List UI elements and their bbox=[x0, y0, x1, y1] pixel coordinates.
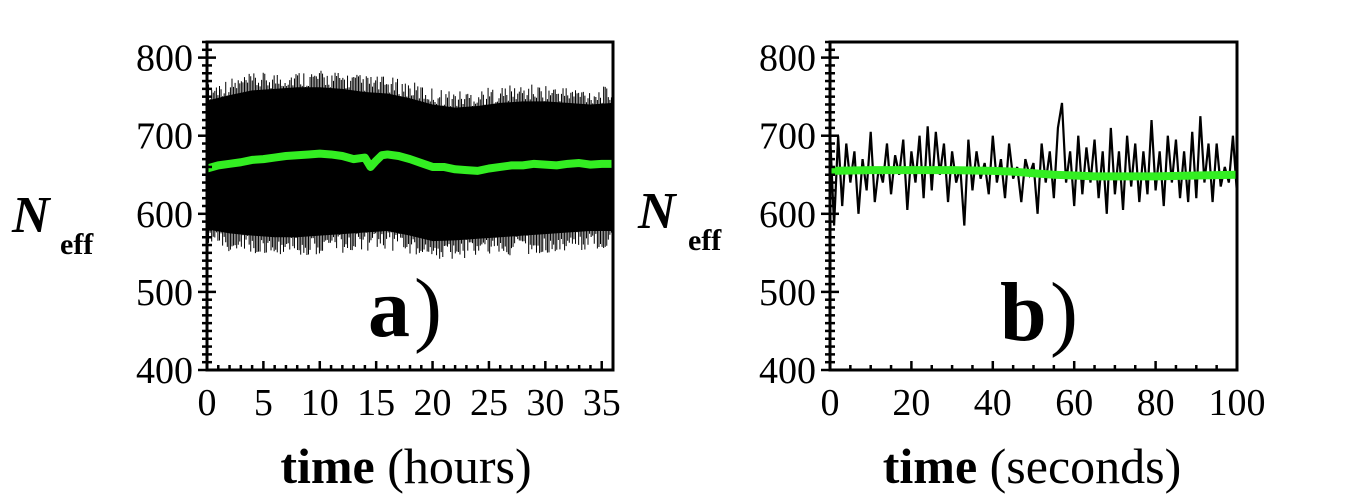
panel-a-smoothed-series bbox=[207, 149, 613, 175]
panel-b-y-axis-title-subscript: eff bbox=[688, 224, 722, 257]
panel-a-x-tick-label: 35 bbox=[583, 382, 621, 424]
panel-b-y-tick-label: 500 bbox=[759, 272, 816, 314]
panel-a-y-tick-label: 600 bbox=[136, 194, 193, 236]
panel-a-x-axis-title-bold: time bbox=[280, 438, 374, 494]
panel-b-y-tick-label: 800 bbox=[759, 38, 816, 80]
panel-b-x-axis-title-bold: time bbox=[883, 438, 977, 494]
panel-a-x-tick-label: 25 bbox=[470, 382, 508, 424]
panel-a-x-axis-title: time (hours) bbox=[280, 438, 531, 494]
panel-b-x-tick-label: 80 bbox=[1137, 382, 1175, 424]
panel-b-axes: 0 20 40 60 80 100 400 500 600 700 800 bbox=[759, 38, 1266, 424]
panel-a-x-tick-label: 15 bbox=[357, 382, 395, 424]
panel-a-x-tick-label: 10 bbox=[301, 382, 339, 424]
panel-a-label-paren: ) bbox=[414, 262, 442, 355]
panel-a-x-tick-label: 5 bbox=[254, 382, 273, 424]
panel-b-x-tick-label: 100 bbox=[1209, 382, 1266, 424]
panel-a-y-tick-label: 500 bbox=[136, 272, 193, 314]
panel-b-plot-area bbox=[830, 102, 1237, 226]
panel-a-raw-band bbox=[207, 87, 613, 242]
panel-b-x-tick-label: 60 bbox=[1055, 382, 1093, 424]
panel-a-x-axis-title-unit: (hours) bbox=[375, 438, 532, 494]
panel-a-y-axis-title-subscript: eff bbox=[60, 228, 94, 261]
panel-a-y-tick-label: 400 bbox=[136, 350, 193, 392]
panel-b-x-tick-label: 0 bbox=[821, 382, 840, 424]
panel-a-axes: 0 5 10 15 20 25 30 35 400 500 600 700 800 bbox=[136, 38, 621, 424]
panel-b-series-group bbox=[830, 102, 1237, 226]
panel-a-y-tick-label: 700 bbox=[136, 116, 193, 158]
panel-b-y-axis-title: N bbox=[637, 183, 678, 240]
panel-a-x-tick-label: 0 bbox=[198, 382, 217, 424]
panel-a-label: a bbox=[368, 262, 410, 355]
panel-a-x-tick-label: 30 bbox=[526, 382, 564, 424]
panel-a-x-tick-label: 20 bbox=[414, 382, 452, 424]
panel-b-x-tick-label: 20 bbox=[892, 382, 930, 424]
panel-a-raw-spikes bbox=[207, 70, 613, 259]
panel-b-smoothed-series bbox=[830, 166, 1237, 181]
panel-b-y-tick-label: 700 bbox=[759, 116, 816, 158]
panel-b: 0 20 40 60 80 100 400 500 600 700 800 b ) time (se… bbox=[637, 38, 1266, 494]
panel-b-raw-series bbox=[830, 102, 1237, 226]
panel-b-y-tick-label: 400 bbox=[759, 350, 816, 392]
panel-a-y-tick-label: 800 bbox=[136, 38, 193, 80]
panel-b-x-axis-title: time (seconds) bbox=[883, 438, 1182, 494]
panel-a-series-group bbox=[207, 70, 613, 259]
panel-b-y-tick-label: 600 bbox=[759, 194, 816, 236]
panel-b-label-paren: ) bbox=[1050, 266, 1078, 359]
panel-b-x-tick-label: 40 bbox=[974, 382, 1012, 424]
panel-a: 0 5 10 15 20 25 30 35 400 500 600 700 800 a ) time (… bbox=[11, 38, 621, 494]
panel-b-x-axis-title-unit: (seconds) bbox=[977, 438, 1181, 494]
panel-a-plot-area bbox=[207, 70, 613, 259]
panel-a-y-axis-title: N bbox=[11, 187, 52, 244]
panel-b-label: b bbox=[1000, 266, 1047, 359]
